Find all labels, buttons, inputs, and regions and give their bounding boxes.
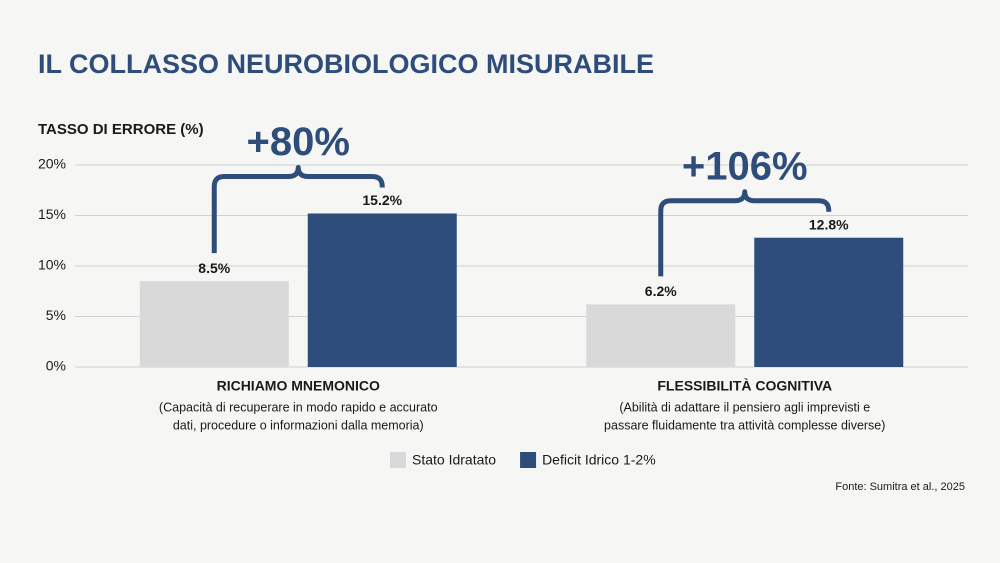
category-label: FLESSIBILITÀ COGNITIVA (657, 378, 832, 394)
category-label: RICHIAMO MNEMONICO (217, 378, 380, 394)
legend-swatch (520, 452, 537, 468)
chart-title: IL COLLASSO NEUROBIOLOGICO MISURABILE (38, 49, 654, 79)
category-note: (Capacità di recuperare in modo rapido e… (159, 400, 438, 414)
y-tick-label: 5% (46, 307, 66, 323)
annotation: +106% (682, 144, 808, 188)
y-axis-label: TASSO DI ERRORE (%) (38, 121, 204, 138)
value-label: 15.2% (362, 192, 402, 208)
y-tick-label: 0% (46, 358, 66, 374)
bracket (211, 164, 385, 254)
category-note: passare fluidamente tra attività comples… (604, 418, 885, 432)
value-label: 12.8% (809, 216, 849, 232)
category-note: dati, procedure o informazioni dalla mem… (173, 418, 424, 432)
y-tick-label: 20% (38, 156, 66, 172)
source: Fonte: Sumitra et al., 2025 (835, 481, 965, 493)
category-note: (Abilità di adattare il pensiero agli im… (619, 400, 870, 414)
y-tick-label: 15% (38, 206, 66, 222)
bar (307, 213, 457, 367)
y-tick-label: 10% (38, 257, 66, 273)
bracket (658, 189, 832, 277)
annotation: +80% (247, 120, 350, 164)
bar (754, 237, 904, 367)
value-label: 6.2% (645, 283, 677, 299)
legend-label: Deficit Idrico 1-2% (542, 452, 656, 468)
legend-swatch (390, 452, 406, 468)
legend-label: Stato Idratato (412, 452, 496, 468)
bar (586, 304, 736, 367)
bar (139, 281, 289, 367)
value-label: 8.5% (198, 260, 230, 276)
